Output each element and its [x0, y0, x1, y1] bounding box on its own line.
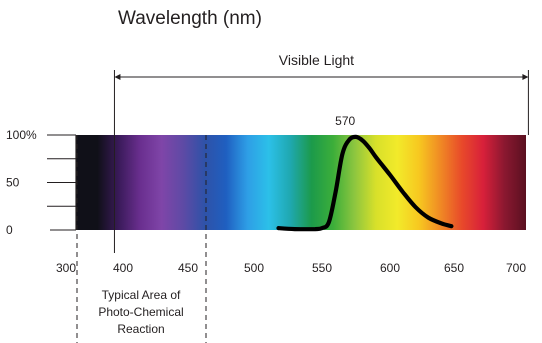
- x-tick-label: 550: [312, 261, 332, 275]
- y-tick-label: 100%: [6, 128, 37, 142]
- x-tick-label: 450: [178, 261, 198, 275]
- visible-light-label: Visible Light: [279, 52, 354, 68]
- visible-light-left-arrow: [114, 74, 121, 80]
- spectrum-band: [76, 135, 526, 230]
- x-tick-label: 500: [244, 261, 264, 275]
- y-tick-label: 50: [6, 176, 20, 190]
- peak-label: 570: [335, 114, 355, 128]
- x-tick-label: 300: [56, 261, 76, 275]
- x-tick-label: 400: [113, 261, 133, 275]
- y-tick-label: 0: [6, 223, 13, 237]
- x-tick-label: 600: [380, 261, 400, 275]
- x-tick-label: 650: [444, 261, 464, 275]
- x-tick-label: 700: [506, 261, 526, 275]
- chart-title: Wavelength (nm): [118, 8, 262, 29]
- visible-light-right-arrow: [522, 74, 529, 80]
- sensitivity-curve: [276, 134, 454, 232]
- photochemical-note: Typical Area of Photo-Chemical Reaction: [98, 288, 184, 336]
